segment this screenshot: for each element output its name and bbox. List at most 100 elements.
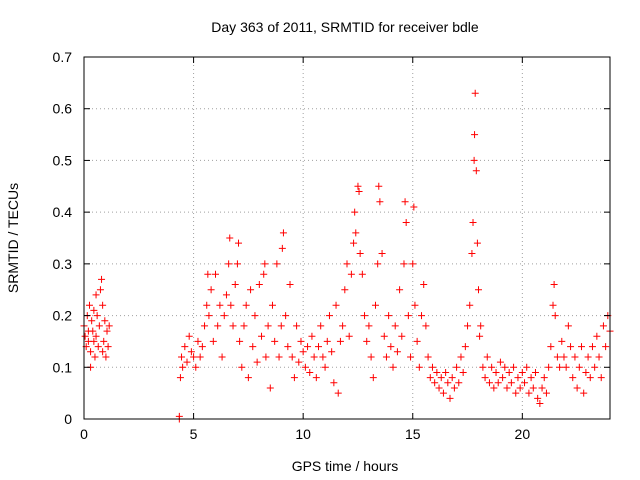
grid <box>84 57 610 419</box>
data-point <box>439 389 447 397</box>
data-point <box>401 198 409 206</box>
data-point <box>103 327 111 335</box>
data-point <box>361 312 369 320</box>
data-point <box>244 374 252 382</box>
data-point <box>595 353 603 361</box>
data-point <box>284 343 292 351</box>
data-point <box>225 260 233 268</box>
data-point <box>562 363 570 371</box>
data-point <box>431 379 439 387</box>
data-point <box>582 368 590 376</box>
data-point <box>466 301 474 309</box>
data-point <box>279 229 287 237</box>
data-point <box>90 306 98 314</box>
data-point <box>179 363 187 371</box>
data-point <box>424 353 432 361</box>
data-point <box>398 332 406 340</box>
data-point <box>428 363 436 371</box>
data-point <box>448 374 456 382</box>
data-point <box>488 363 496 371</box>
data-point <box>92 332 100 340</box>
data-point <box>393 348 401 356</box>
data-point <box>481 374 489 382</box>
data-point <box>549 301 557 309</box>
y-tick-label: 0.4 <box>53 204 73 220</box>
data-point <box>212 270 219 278</box>
data-point <box>205 312 213 320</box>
data-point <box>231 281 239 289</box>
data-point <box>376 198 384 206</box>
data-point <box>264 322 272 330</box>
data-point <box>523 363 531 371</box>
data-point <box>529 384 537 392</box>
data-point <box>93 312 101 320</box>
data-point <box>378 250 386 258</box>
data-point <box>422 322 430 330</box>
y-axis-title: SRMTID / TECUs <box>5 183 21 293</box>
x-tick-label: 10 <box>295 426 311 442</box>
data-point <box>198 343 206 351</box>
data-point <box>444 379 452 387</box>
data-point <box>352 229 360 237</box>
data-point <box>104 343 112 351</box>
data-point <box>588 343 596 351</box>
data-point <box>339 322 347 330</box>
data-point <box>477 322 485 330</box>
data-point <box>367 353 375 361</box>
data-point <box>317 322 325 330</box>
data-point <box>85 301 93 309</box>
data-point <box>301 363 309 371</box>
data-point <box>469 218 477 226</box>
data-point <box>220 312 228 320</box>
x-tick-labels: 0 5 10 15 20 <box>80 426 530 442</box>
data-point <box>503 384 511 392</box>
data-point <box>203 301 211 309</box>
data-point <box>356 250 364 258</box>
data-point <box>527 374 535 382</box>
data-point <box>433 368 441 376</box>
data-point <box>538 384 546 392</box>
data-point <box>288 353 296 361</box>
data-point <box>470 156 478 164</box>
data-point <box>365 322 373 330</box>
data-point <box>258 332 266 340</box>
data-point <box>471 131 479 139</box>
data-point <box>290 374 298 382</box>
data-point <box>347 270 355 278</box>
data-point <box>91 353 99 361</box>
data-point <box>514 374 522 382</box>
data-point <box>573 384 581 392</box>
data-point <box>586 374 594 382</box>
data-point <box>496 358 504 366</box>
x-tick-label: 15 <box>405 426 421 442</box>
data-point <box>564 322 572 330</box>
data-point <box>255 281 263 289</box>
data-point <box>328 348 336 356</box>
data-point <box>494 379 502 387</box>
data-point <box>207 286 215 294</box>
data-point <box>334 389 342 397</box>
data-point <box>490 384 498 392</box>
data-point <box>99 348 107 356</box>
data-point <box>358 270 366 278</box>
data-point <box>209 337 217 345</box>
data-point <box>473 239 481 247</box>
data-point <box>385 312 393 320</box>
data-point <box>404 312 412 320</box>
data-point <box>602 343 610 351</box>
data-point <box>271 337 279 345</box>
data-point <box>310 353 318 361</box>
data-point <box>312 374 320 382</box>
data-point <box>551 312 559 320</box>
data-point <box>355 187 363 195</box>
data-point <box>99 301 107 309</box>
y-tick-label: 0.2 <box>53 308 73 324</box>
data-point <box>176 374 184 382</box>
data-point <box>295 358 303 366</box>
data-point <box>185 332 193 340</box>
data-point <box>374 260 382 268</box>
data-point <box>380 332 388 340</box>
y-tick-label: 0.1 <box>53 359 73 375</box>
data-point <box>446 394 454 402</box>
